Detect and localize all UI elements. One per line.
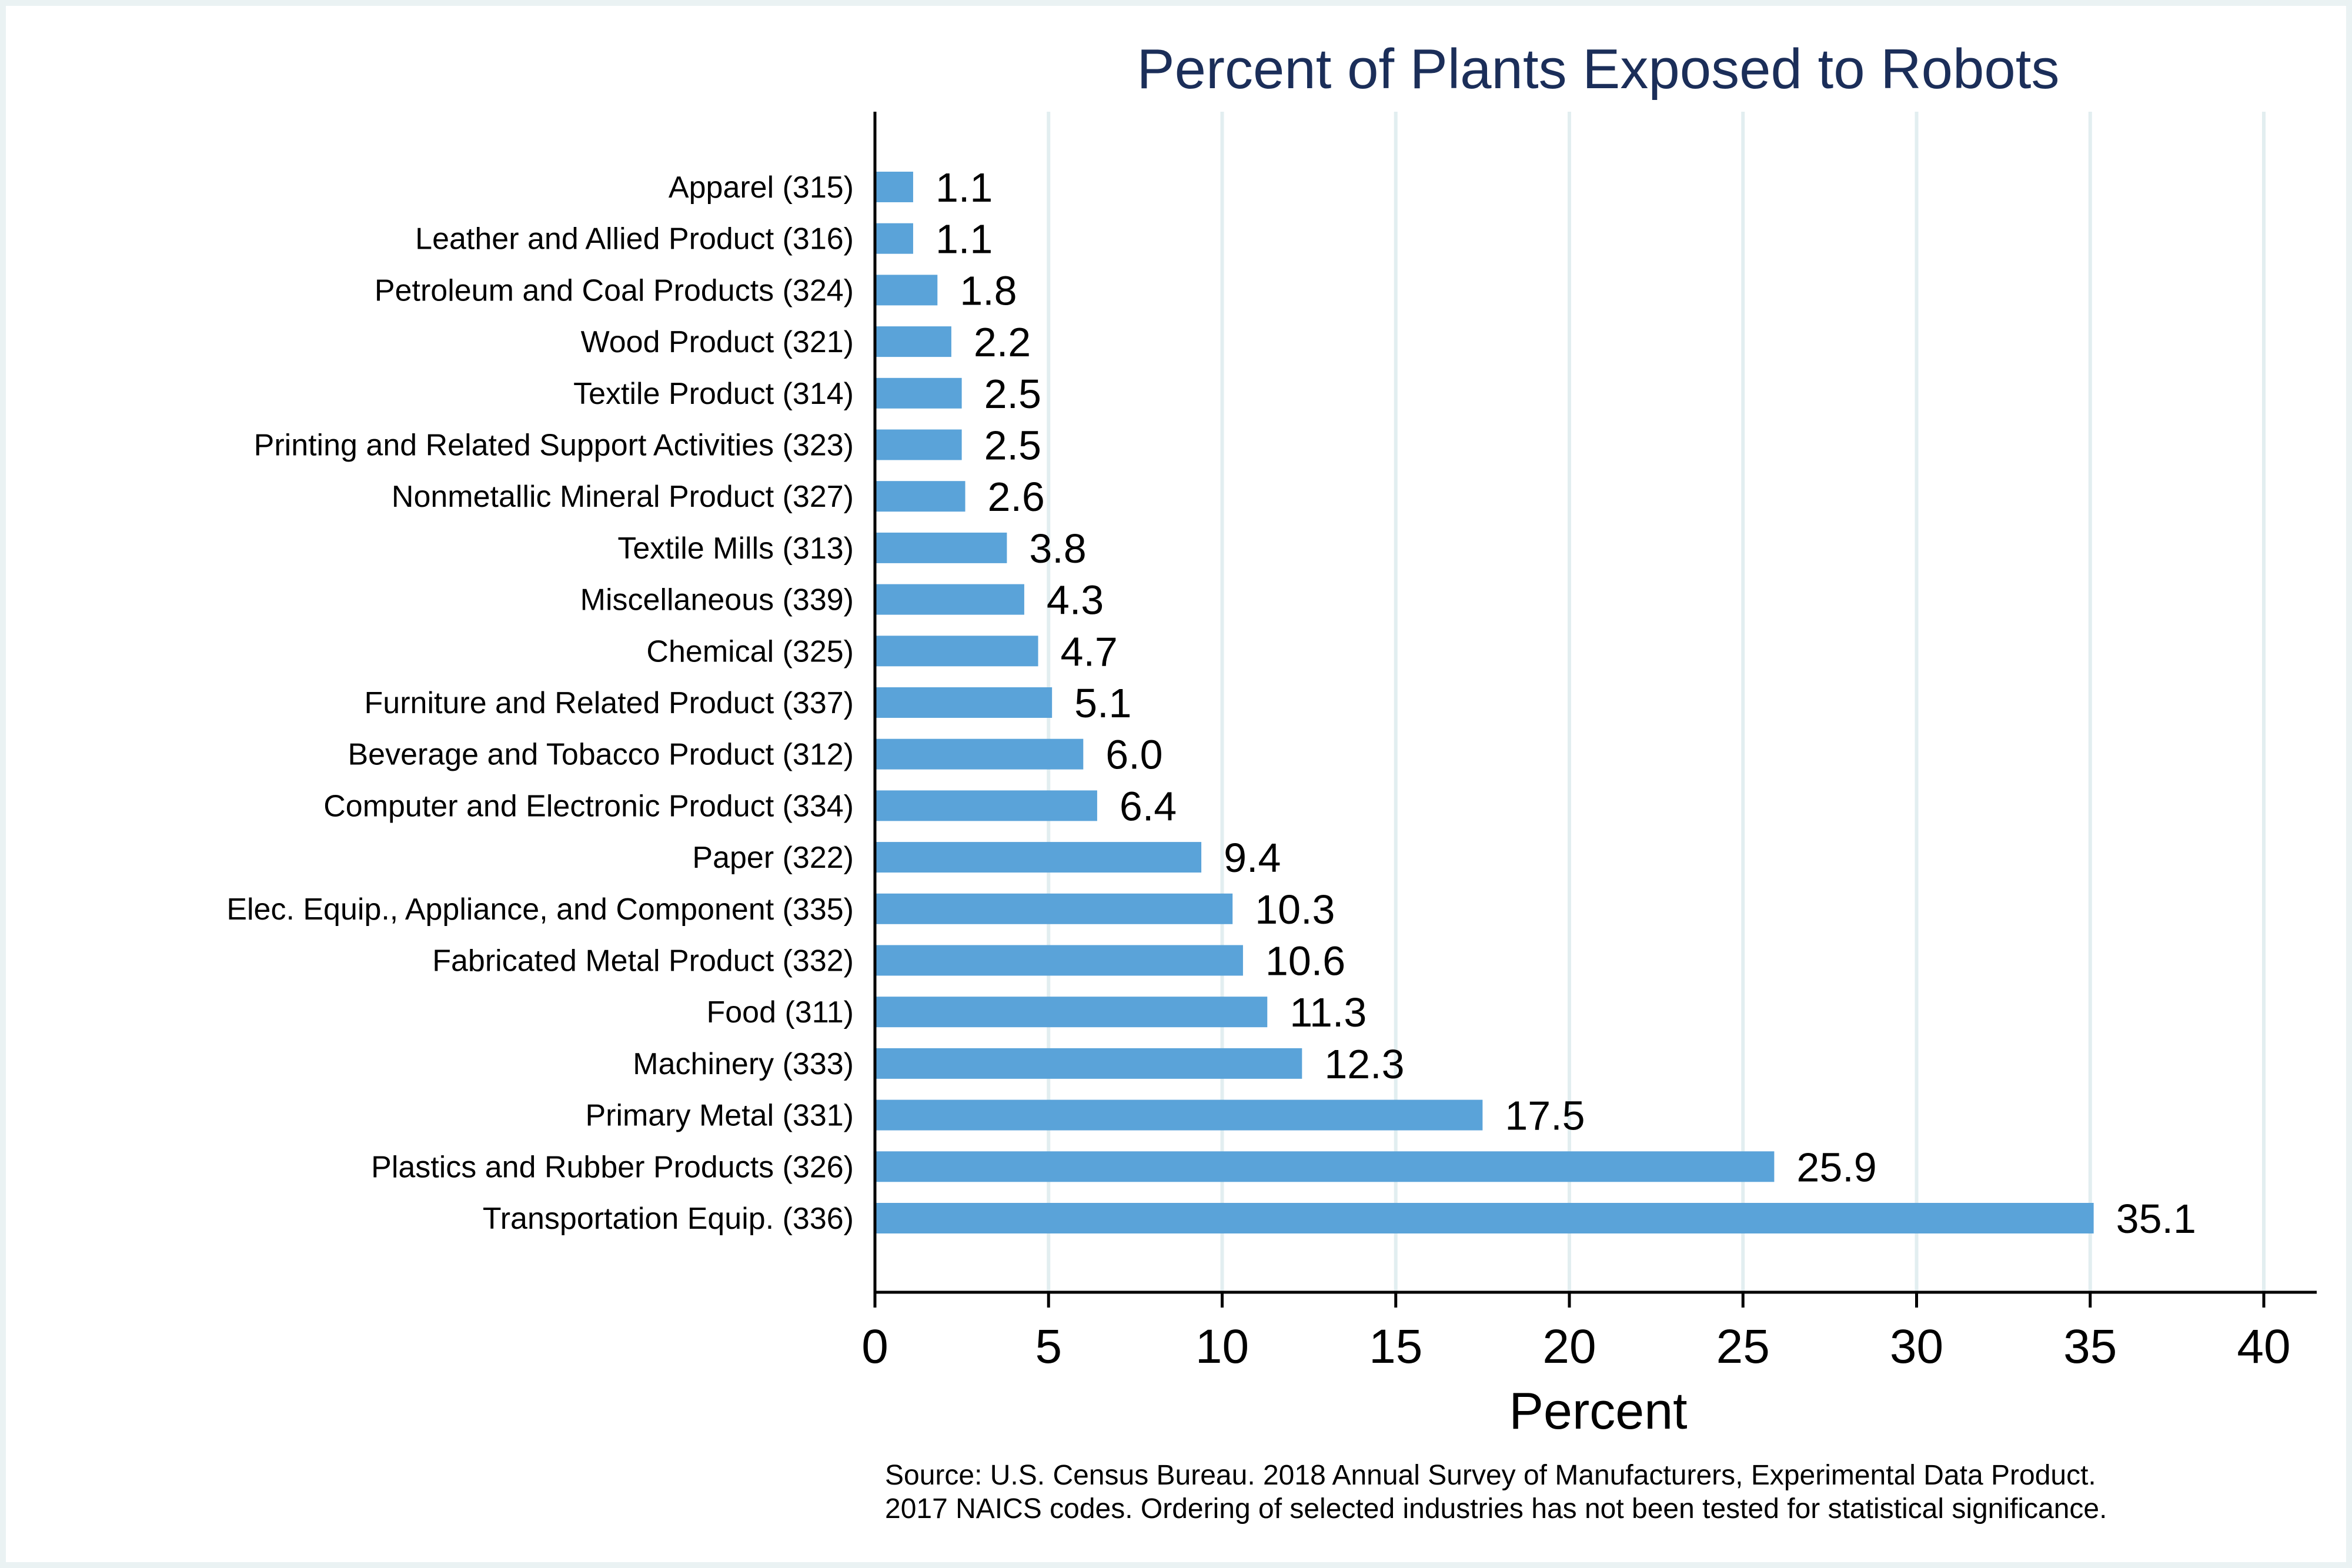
category-label: Wood Product (321) xyxy=(581,325,854,359)
category-label: Primary Metal (331) xyxy=(585,1099,854,1133)
category-label: Miscellaneous (339) xyxy=(580,583,854,617)
labels: 0 5 10 15 20 25 30 35 40 Apparel (315) 1.1 Leather … xyxy=(226,165,2290,1373)
bars xyxy=(875,172,2094,1233)
bar xyxy=(875,532,1007,563)
bar xyxy=(875,326,951,357)
category-label: Elec. Equip., Appliance, and Component (… xyxy=(226,892,854,927)
chart-title: Percent of Plants Exposed to Robots xyxy=(1137,38,2060,101)
value-label: 17.5 xyxy=(1505,1093,1585,1139)
x-tick-label: 35 xyxy=(2063,1320,2117,1373)
bar xyxy=(875,481,965,512)
x-tick-label: 30 xyxy=(1890,1320,1943,1373)
value-label: 25.9 xyxy=(1796,1144,1876,1190)
category-label: Transportation Equip. (336) xyxy=(483,1202,854,1236)
category-label: Chemical (325) xyxy=(646,634,854,668)
category-label: Beverage and Tobacco Product (312) xyxy=(348,738,854,772)
value-label: 2.2 xyxy=(974,319,1031,365)
x-tick-label: 15 xyxy=(1369,1320,1422,1373)
source-note-line-2: 2017 NAICS codes. Ordering of selected i… xyxy=(885,1493,2107,1524)
category-label: Nonmetallic Mineral Product (327) xyxy=(392,480,854,514)
value-label: 6.4 xyxy=(1120,783,1177,829)
chart-panel xyxy=(6,6,2346,1562)
bar xyxy=(875,997,1268,1028)
category-label: Leather and Allied Product (316) xyxy=(415,222,854,256)
category-label: Food (311) xyxy=(706,995,854,1029)
gridlines xyxy=(1047,112,2266,1292)
value-label: 2.5 xyxy=(984,423,1041,469)
x-tick-label: 10 xyxy=(1195,1320,1249,1373)
category-label: Fabricated Metal Product (332) xyxy=(432,944,854,978)
bar xyxy=(875,584,1024,615)
bar xyxy=(875,275,938,306)
x-tick-label: 5 xyxy=(1035,1320,1062,1373)
value-label: 35.1 xyxy=(2116,1196,2196,1242)
source-note-line-1: Source: U.S. Census Bureau. 2018 Annual … xyxy=(885,1460,2096,1491)
bar xyxy=(875,687,1053,718)
value-label: 1.8 xyxy=(960,268,1017,313)
value-label: 10.3 xyxy=(1255,887,1335,932)
category-label: Petroleum and Coal Products (324) xyxy=(375,273,854,307)
value-label: 9.4 xyxy=(1224,835,1281,881)
value-label: 4.7 xyxy=(1061,628,1118,674)
value-label: 1.1 xyxy=(936,216,993,262)
bar xyxy=(875,1151,1775,1182)
value-label: 10.6 xyxy=(1265,938,1345,984)
x-tick-label: 25 xyxy=(1716,1320,1770,1373)
axes xyxy=(873,112,2317,1308)
value-label: 1.1 xyxy=(936,165,993,210)
category-label: Computer and Electronic Product (334) xyxy=(323,789,854,823)
bar xyxy=(875,377,962,409)
bar xyxy=(875,790,1097,821)
category-label: Printing and Related Support Activities … xyxy=(254,429,854,463)
category-label: Furniture and Related Product (337) xyxy=(365,686,854,720)
value-label: 12.3 xyxy=(1324,1041,1404,1087)
value-label: 4.3 xyxy=(1047,577,1104,623)
x-axis-title: Percent xyxy=(1509,1382,1687,1440)
bar xyxy=(875,172,913,202)
bar xyxy=(875,636,1038,667)
category-label: Textile Mills (313) xyxy=(617,531,854,566)
value-label: 6.0 xyxy=(1105,732,1162,778)
bar xyxy=(875,945,1243,976)
value-label: 11.3 xyxy=(1289,989,1367,1035)
category-label: Plastics and Rubber Products (326) xyxy=(371,1150,854,1184)
category-label: Paper (322) xyxy=(692,841,854,875)
bar xyxy=(875,429,962,460)
value-label: 2.6 xyxy=(988,474,1045,520)
bar xyxy=(875,223,913,254)
value-label: 3.8 xyxy=(1029,526,1086,571)
x-tick-label: 40 xyxy=(2237,1320,2290,1373)
value-label: 5.1 xyxy=(1074,680,1131,726)
bar xyxy=(875,893,1233,924)
bar xyxy=(875,1099,1483,1131)
x-tick-label: 20 xyxy=(1542,1320,1596,1373)
x-tick-label: 0 xyxy=(861,1320,888,1373)
category-label: Apparel (315) xyxy=(669,170,854,205)
value-label: 2.5 xyxy=(984,371,1041,417)
category-label: Textile Product (314) xyxy=(573,377,854,411)
bar xyxy=(875,738,1084,770)
bar xyxy=(875,1203,2094,1233)
category-label: Machinery (333) xyxy=(633,1047,854,1081)
bar xyxy=(875,1048,1302,1079)
bar xyxy=(875,842,1202,873)
